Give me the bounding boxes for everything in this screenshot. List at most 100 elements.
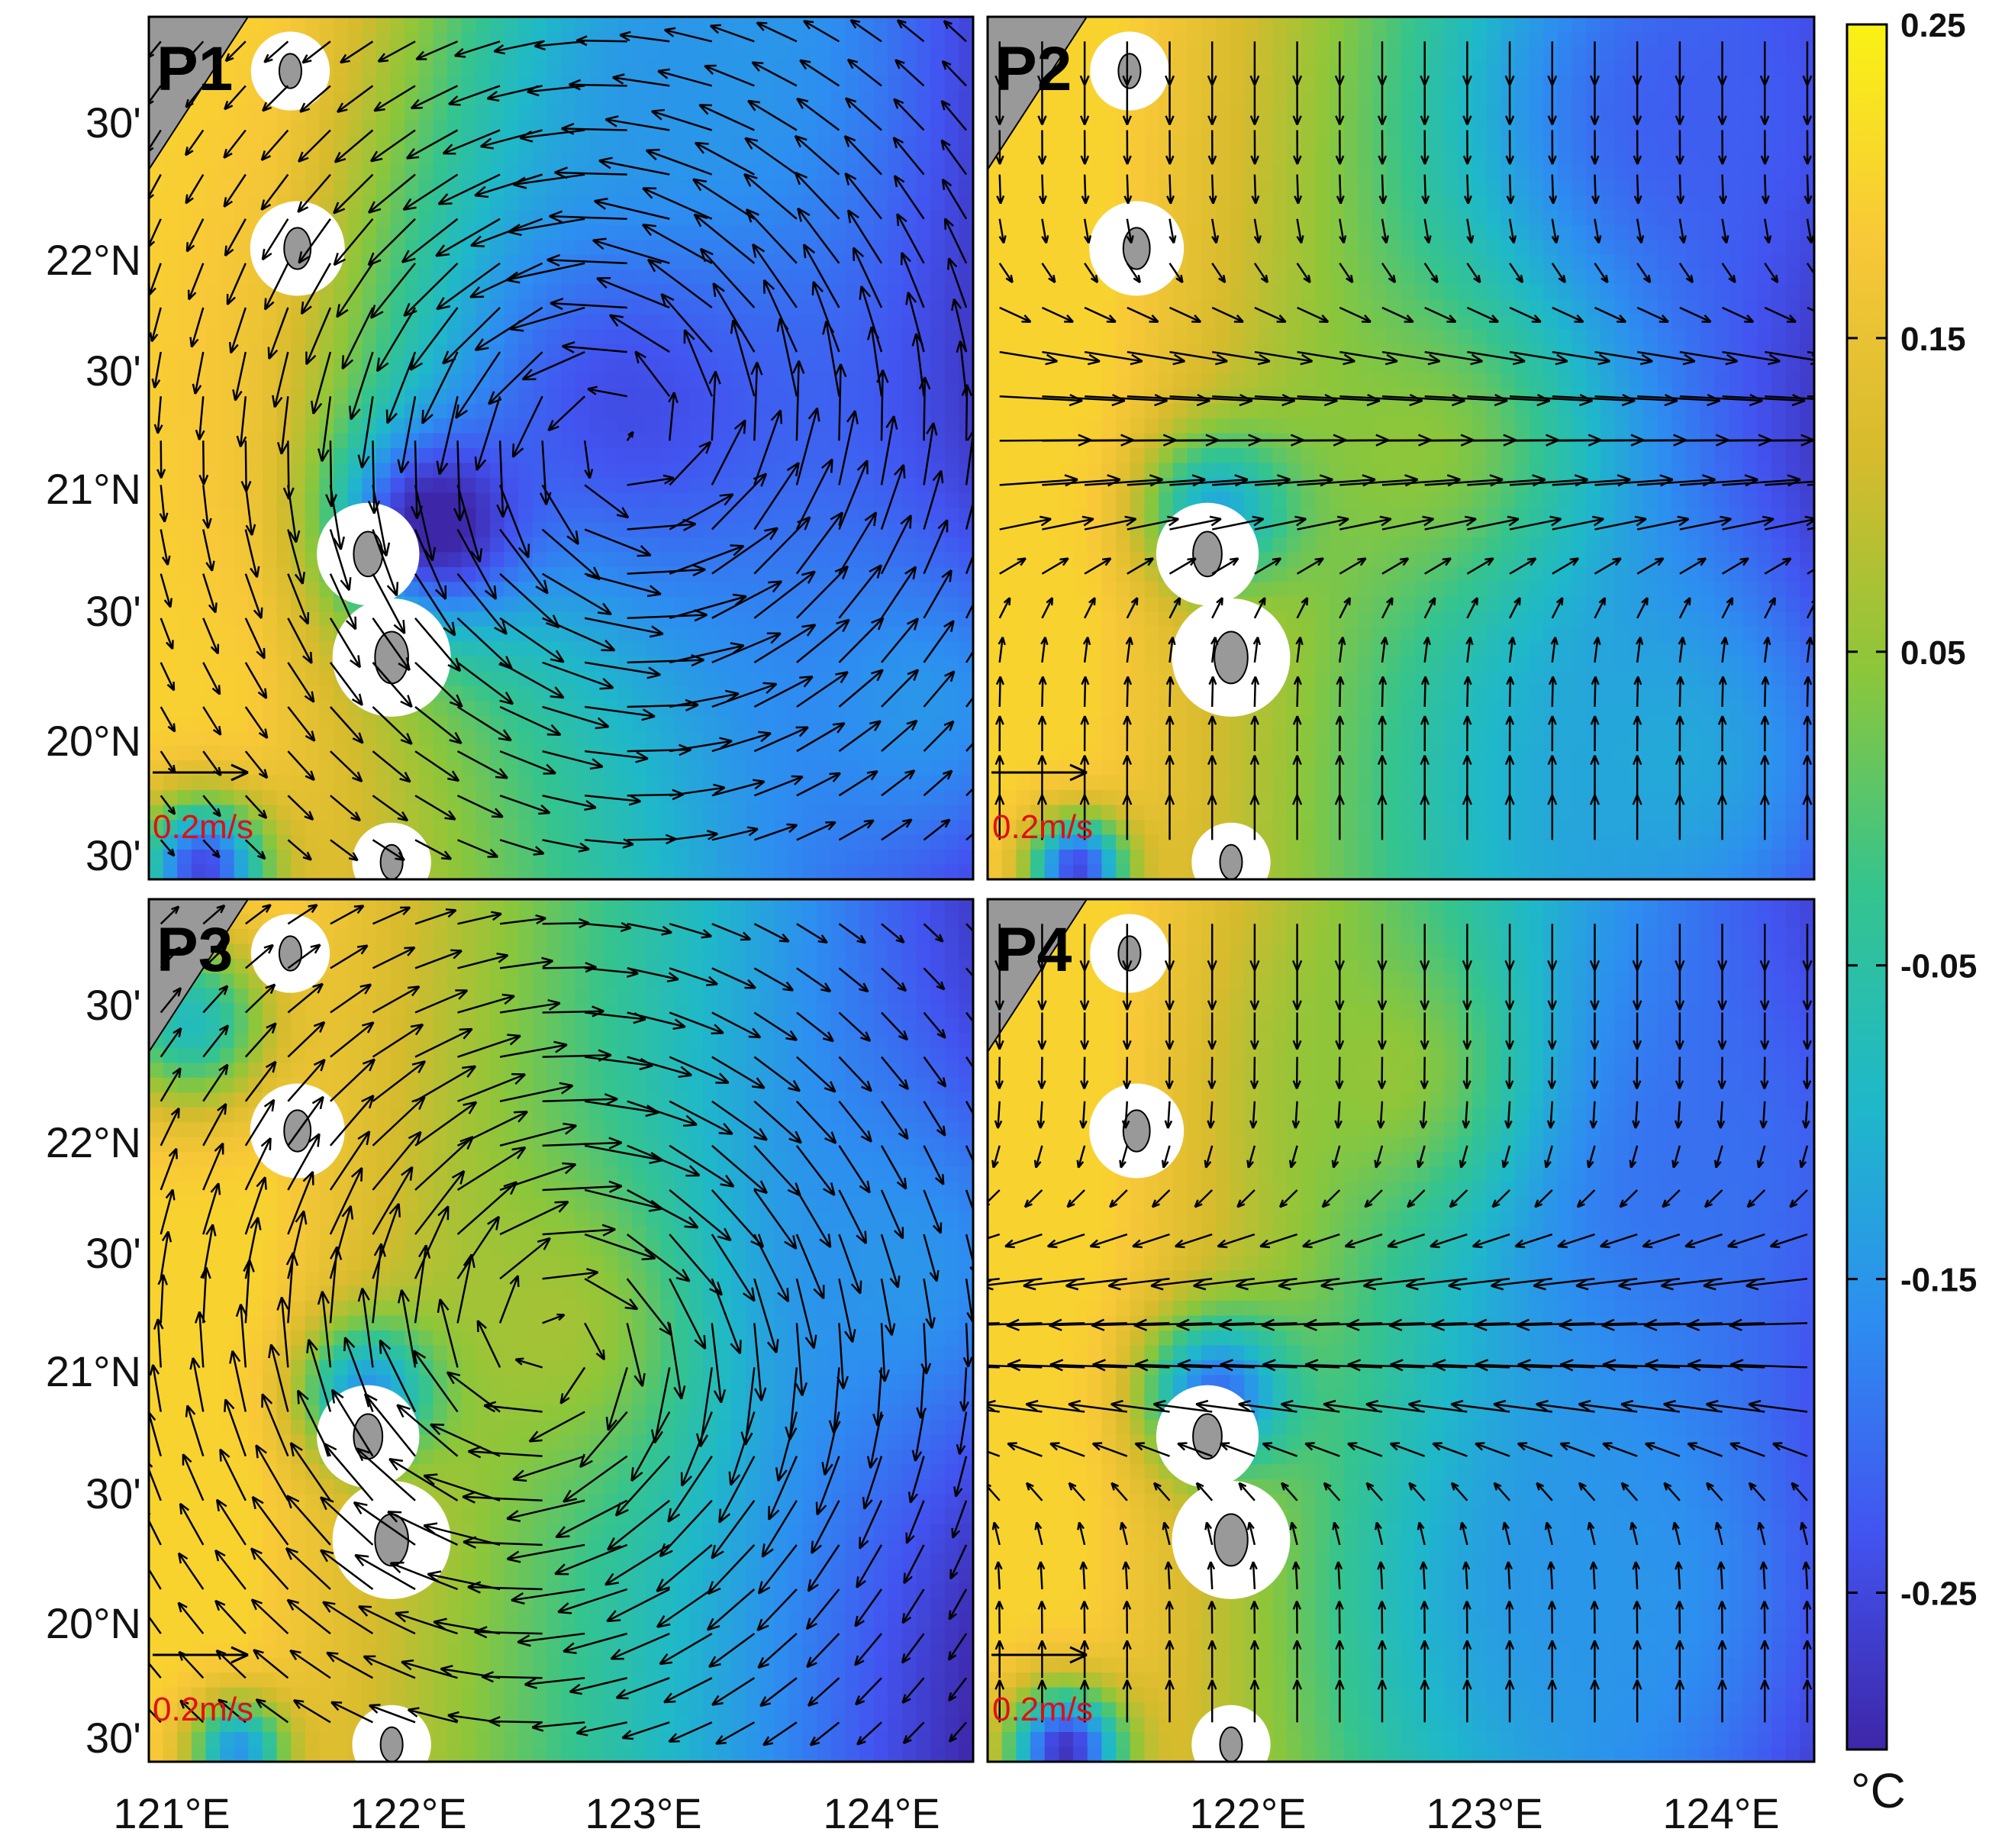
heatmap-cell [376, 746, 392, 762]
heatmap-cell [1430, 47, 1445, 63]
heatmap-cell [504, 285, 520, 301]
heatmap-cell [263, 359, 278, 375]
heatmap-cell [1344, 47, 1359, 63]
heatmap-cell [447, 597, 463, 613]
heatmap-cell [546, 225, 562, 241]
heatmap-cell [447, 463, 463, 479]
heatmap-cell [490, 434, 505, 450]
heatmap-cell [1344, 121, 1359, 137]
heatmap-cell [845, 850, 860, 866]
heatmap-cell [859, 805, 875, 821]
heatmap-cell [831, 32, 846, 48]
heatmap-cell [1472, 61, 1488, 77]
heatmap-cell [831, 240, 846, 256]
heatmap-cell [376, 478, 392, 494]
heatmap-cell [675, 478, 690, 494]
heatmap-cell [1016, 210, 1031, 226]
heatmap-cell [1272, 17, 1288, 33]
heatmap-cell [1216, 106, 1231, 122]
heatmap-cell [746, 716, 761, 732]
heatmap-cell [689, 492, 704, 508]
heatmap-cell [1016, 195, 1031, 211]
heatmap-cell [1444, 180, 1459, 195]
heatmap-cell [1658, 195, 1673, 211]
heatmap-cell [518, 611, 533, 627]
heatmap-cell [234, 641, 250, 657]
heatmap-cell [1743, 150, 1758, 166]
heatmap-cell [930, 611, 946, 627]
heatmap-cell [1016, 180, 1031, 195]
heatmap-cell [163, 492, 179, 508]
heatmap-cell [760, 166, 775, 182]
heatmap-cell [391, 150, 406, 166]
heatmap-cell [1786, 47, 1801, 63]
heatmap-cell [1786, 210, 1801, 226]
heatmap-cell [561, 17, 576, 33]
heatmap-cell [1401, 17, 1417, 33]
heatmap-cell [589, 404, 604, 420]
heatmap-cell [263, 508, 278, 524]
heatmap-cell [1430, 225, 1445, 241]
heatmap-cell [689, 225, 704, 241]
heatmap-cell [604, 820, 619, 836]
heatmap-cell [1487, 121, 1502, 137]
heatmap-cell [959, 180, 974, 195]
heatmap-cell [1786, 61, 1801, 77]
heatmap-cell [1130, 136, 1146, 152]
heatmap-cell [1201, 61, 1217, 77]
heatmap-cell [334, 61, 349, 77]
heatmap-cell [817, 597, 832, 613]
heatmap-cell [1259, 136, 1274, 152]
heatmap-cell [604, 448, 619, 464]
heatmap-cell [632, 820, 647, 836]
heatmap-cell [475, 255, 491, 271]
heatmap-cell [1387, 166, 1402, 182]
heatmap-cell [1786, 136, 1801, 152]
heatmap-cell [462, 418, 477, 434]
heatmap-cell [1729, 76, 1744, 92]
heatmap-cell [263, 656, 278, 672]
heatmap-cell [874, 150, 889, 166]
heatmap-cell [277, 776, 292, 792]
heatmap-cell [1372, 121, 1388, 137]
heatmap-cell [177, 716, 192, 732]
heatmap-cell [533, 285, 548, 301]
heatmap-cell [945, 865, 960, 881]
heatmap-cell [618, 567, 633, 583]
heatmap-cell [575, 434, 591, 450]
heatmap-cell [731, 850, 746, 866]
heatmap-cell [319, 850, 334, 866]
heatmap-cell [1572, 91, 1588, 106]
heatmap-cell [1244, 91, 1259, 106]
heatmap-cell [632, 195, 647, 211]
heatmap-cell [646, 508, 662, 524]
heatmap-cell [675, 537, 690, 553]
heatmap-cell [917, 195, 932, 211]
heatmap-cell [959, 17, 974, 33]
heatmap-cell [1330, 136, 1345, 152]
heatmap-cell [845, 374, 860, 390]
heatmap-cell [917, 760, 932, 776]
heatmap-cell [1600, 136, 1616, 152]
heatmap-cell [1700, 180, 1716, 195]
heatmap-cell [646, 210, 662, 226]
heatmap-cell [746, 865, 761, 881]
heatmap-cell [1272, 106, 1288, 122]
heatmap-cell [618, 180, 633, 195]
heatmap-cell [930, 17, 946, 33]
heatmap-cell [1786, 17, 1801, 33]
heatmap-cell [1230, 195, 1245, 211]
heatmap-cell [774, 552, 789, 568]
heatmap-cell [220, 671, 235, 687]
heatmap-cell [433, 508, 448, 524]
heatmap-cell [475, 641, 491, 657]
heatmap-cell [1272, 166, 1288, 182]
heatmap-cell [1144, 180, 1159, 195]
heatmap-cell [1586, 166, 1601, 182]
heatmap-cell [234, 850, 250, 866]
heatmap-cell [959, 805, 974, 821]
heatmap-cell [1515, 150, 1530, 166]
heatmap-cell [959, 716, 974, 732]
heatmap-cell [518, 656, 533, 672]
heatmap-cell [1686, 106, 1701, 122]
